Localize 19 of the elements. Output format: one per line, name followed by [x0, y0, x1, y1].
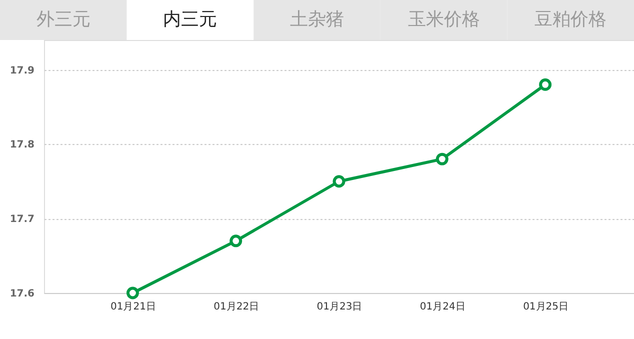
x-tick-label: 01月22日: [214, 302, 260, 312]
point: [332, 175, 346, 188]
y-tick-label: 17.8: [10, 140, 35, 151]
y-tick-label: 17.6: [10, 288, 35, 300]
point: [539, 78, 552, 91]
text: 内三元: [163, 9, 218, 30]
x-tick-label: 01月21日: [110, 302, 156, 312]
x-tick-label: 01月25日: [523, 302, 569, 312]
text: 玉米价格: [408, 9, 480, 30]
x-tick-label: 01月24日: [420, 302, 466, 312]
text: 外三元: [36, 9, 90, 30]
y-tick-label: 17.7: [10, 214, 35, 226]
point: [126, 286, 139, 300]
point: [230, 234, 242, 248]
y-tick-label: 17.9: [10, 65, 35, 76]
point: [436, 152, 448, 166]
text: 土杂猪: [290, 9, 344, 30]
x-tick-label: 01月23日: [316, 302, 362, 312]
text: 豆粕价格: [534, 9, 607, 30]
